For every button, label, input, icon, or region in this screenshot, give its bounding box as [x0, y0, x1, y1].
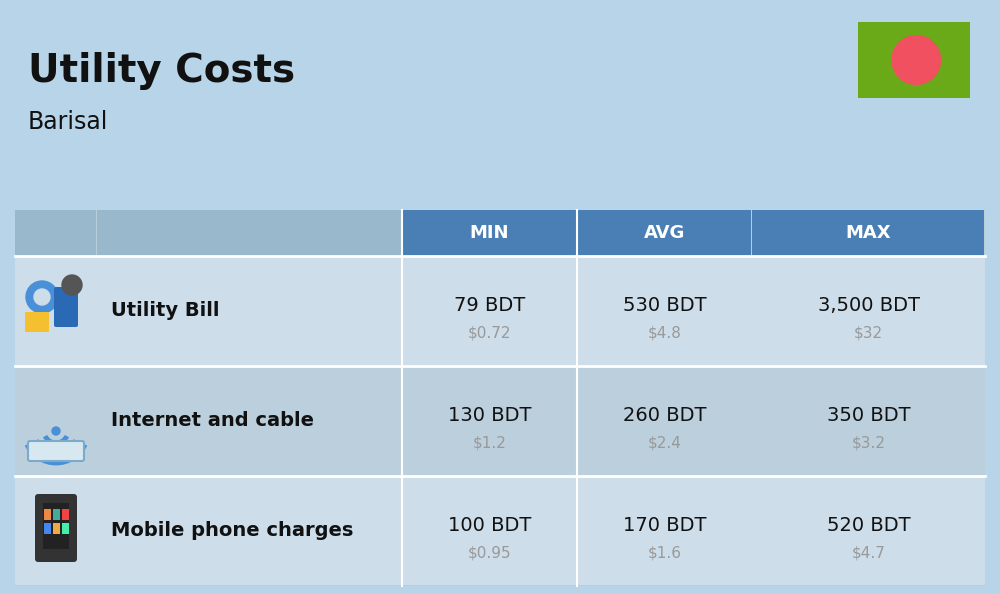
Bar [752, 210, 984, 256]
Text: Internet and cable: Internet and cable [111, 412, 314, 431]
Bar [858, 22, 970, 98]
FancyBboxPatch shape [54, 287, 78, 327]
Text: 520 BDT: 520 BDT [827, 516, 910, 535]
Text: 100 BDT: 100 BDT [448, 516, 531, 535]
Text: 170 BDT: 170 BDT [623, 516, 706, 535]
Text: 350 BDT: 350 BDT [827, 406, 910, 425]
FancyBboxPatch shape [25, 312, 49, 332]
Bar [15, 476, 985, 585]
Text: $0.72: $0.72 [468, 326, 511, 340]
Circle shape [62, 275, 82, 295]
Text: Utility Bill: Utility Bill [111, 302, 220, 321]
Bar [577, 210, 751, 256]
Bar [15, 256, 985, 365]
Circle shape [26, 281, 58, 313]
Text: $4.8: $4.8 [648, 326, 681, 340]
Text: Mobile phone charges: Mobile phone charges [111, 522, 353, 541]
Text: $1.2: $1.2 [473, 435, 506, 450]
Text: MIN: MIN [470, 224, 509, 242]
Text: 260 BDT: 260 BDT [623, 406, 706, 425]
FancyBboxPatch shape [28, 441, 84, 461]
Text: $4.7: $4.7 [852, 545, 885, 561]
Text: $32: $32 [854, 326, 883, 340]
Bar [53, 509, 60, 520]
Bar [44, 509, 51, 520]
FancyBboxPatch shape [35, 494, 77, 562]
Bar [62, 523, 69, 534]
Bar [62, 509, 69, 520]
Circle shape [892, 36, 941, 84]
Bar [15, 210, 96, 256]
Bar [402, 210, 576, 256]
Text: $1.6: $1.6 [648, 545, 682, 561]
Bar [53, 523, 60, 534]
Bar [15, 366, 985, 475]
Bar [15, 210, 985, 586]
Text: $0.95: $0.95 [468, 545, 511, 561]
Bar [97, 210, 401, 256]
Text: $2.4: $2.4 [648, 435, 681, 450]
Text: $3.2: $3.2 [852, 435, 886, 450]
FancyBboxPatch shape [43, 503, 69, 549]
Bar [44, 523, 51, 534]
Text: Barisal: Barisal [28, 110, 108, 134]
Text: Utility Costs: Utility Costs [28, 52, 295, 90]
Text: AVG: AVG [644, 224, 685, 242]
Text: 530 BDT: 530 BDT [623, 296, 706, 315]
Circle shape [52, 427, 60, 435]
Text: 3,500 BDT: 3,500 BDT [818, 296, 920, 315]
Text: MAX: MAX [846, 224, 891, 242]
Circle shape [34, 289, 50, 305]
Text: 79 BDT: 79 BDT [454, 296, 525, 315]
Text: 130 BDT: 130 BDT [448, 406, 531, 425]
